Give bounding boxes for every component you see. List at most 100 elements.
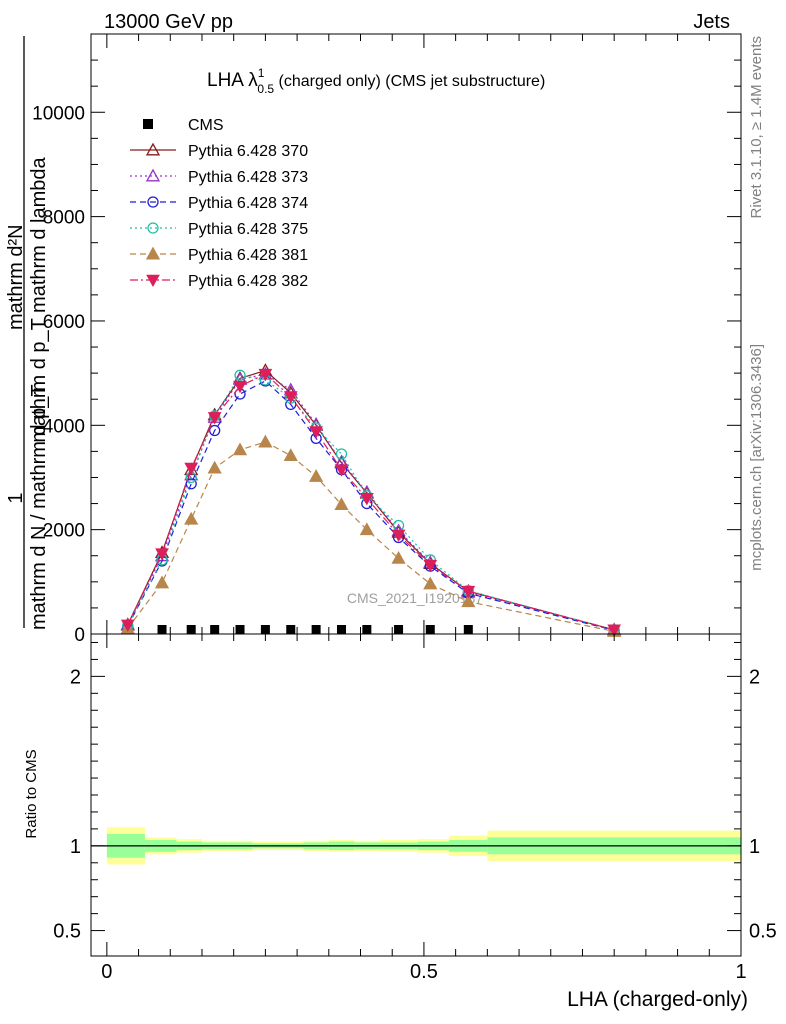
legend-cms-marker [143,119,153,129]
cms-data-point [362,625,372,634]
cms-data-point [157,625,167,634]
y-tick-label: 8000 [43,208,85,229]
ratio-y-axis: 0.5 0.5 1 1 2 2 [53,641,777,943]
series-line [127,441,615,632]
series-marker [335,448,348,460]
legend-label: Pythia 6.428 370 [188,143,308,160]
series-marker [461,594,476,608]
series-marker [334,497,349,511]
main-y-axis-label: mathrm d²N mathrm d p_T mathrm d lambda … [5,36,50,630]
series-marker [154,575,170,589]
series-marker [607,624,622,637]
plot-title-subscript: 0.5 [257,82,274,96]
series-marker [309,469,324,482]
series-marker [391,551,406,564]
series-marker [234,369,246,381]
plot-title-superscript: 1 [258,66,265,80]
legend-label: Pythia 6.428 374 [188,195,308,212]
series-marker [334,464,349,477]
cms-data-point [235,625,245,634]
series-marker [209,424,221,437]
cms-data-point [286,625,296,634]
series-marker [309,426,323,439]
legend: CMS Pythia 6.428 370 Pythia 6.428 373 Pythi… [130,117,308,290]
series-marker [147,196,159,208]
cms-data-point [463,625,473,634]
legend-label: Pythia 6.428 381 [188,247,308,264]
plot-title-main: LHA λ [207,70,258,91]
series-line [127,373,615,631]
series-marker [184,462,199,476]
cms-data-point [186,625,196,634]
series-marker [423,559,438,573]
series-marker [120,619,135,632]
main-y-axis: 0 2000 4000 6000 8000 10000 [32,59,741,646]
series-marker [155,548,169,561]
mcplots-credit: mcplots.cern.ch [arXiv:1306.3436] [748,344,765,571]
plot-title-rest: (charged only) (CMS jet substructure) [274,73,545,90]
legend-item-6: Pythia 6.428 382 [130,273,308,290]
ratio-plot-panel: 0.5 0.51 12 2 0 0.5 1 Ratio to CMS LHA (charg… [23,633,777,1011]
series-marker [184,511,199,525]
series-6 [120,368,622,637]
x-tick-label: 0 [101,961,112,983]
cms-data-point [336,625,346,634]
series-marker [283,391,298,404]
series-marker [391,529,406,542]
series-layer [120,363,622,637]
header-category: Jets [693,11,730,33]
legend-item-1: Pythia 6.428 370 [130,142,308,160]
legend-item-3: Pythia 6.428 374 [130,195,308,212]
series-marker [146,274,160,288]
x-axis-label: LHA (charged-only) [567,988,748,1011]
legend-label: Pythia 6.428 375 [188,221,308,238]
y-tick-label: 2000 [43,521,85,542]
y-tick-label: 6000 [43,312,85,333]
legend-label: CMS [188,117,224,134]
rivet-version: Rivet 3.1.10, ≥ 1.4M events [748,36,765,219]
ylabel-numerator: mathrm d²N [5,224,27,330]
series-marker [423,576,438,590]
legend-item-cms: CMS [143,117,224,134]
ratio-y-tick-label: 1 [70,836,81,858]
legend-item-4: Pythia 6.428 375 [130,221,308,238]
legend-item-2: Pythia 6.428 373 [130,168,308,186]
series-5 [120,434,622,637]
series-marker [145,142,161,156]
cms-data-layer [157,625,473,634]
cms-data-point [425,625,435,634]
cms-data-point [210,625,220,634]
series-marker [207,412,222,425]
cms-data-point [311,625,321,634]
legend-label: Pythia 6.428 382 [188,273,308,290]
x-tick-label: 0.5 [410,961,438,983]
series-marker [145,168,161,182]
ylabel-one: 1 [5,492,27,503]
y-tick-label: 4000 [43,416,85,437]
cms-data-point [394,625,404,634]
series-marker [233,380,247,394]
y-tick-label: 10000 [32,103,85,124]
cms-data-point [260,625,270,634]
x-tick-label: 1 [735,961,746,983]
ratio-x-axis: 0 0.5 1 [101,634,747,983]
series-marker [258,434,273,448]
ratio-y-tick-label-right: 1 [749,836,760,858]
analysis-watermark: CMS_2021_I1920187 [347,590,483,606]
ratio-y-tick-label-right: 2 [749,666,760,688]
ratio-y-tick-label: 0.5 [53,921,81,943]
series-marker [461,585,476,599]
legend-item-5: Pythia 6.428 381 [130,246,308,264]
series-marker [207,460,222,474]
ratio-y-tick-label: 2 [70,666,81,688]
header-process: 13000 GeV pp [104,11,233,33]
main-x-ticks [106,34,742,634]
ratio-y-tick-label-right: 0.5 [749,921,777,943]
ylabel-left: mathrm d N / mathrm d p_T [28,384,50,630]
ratio-plot-frame [90,633,742,957]
y-tick-label: 0 [74,625,85,646]
series-marker [147,222,159,234]
series-marker [283,448,298,462]
ratio-y-axis-label: Ratio to CMS [23,749,40,838]
